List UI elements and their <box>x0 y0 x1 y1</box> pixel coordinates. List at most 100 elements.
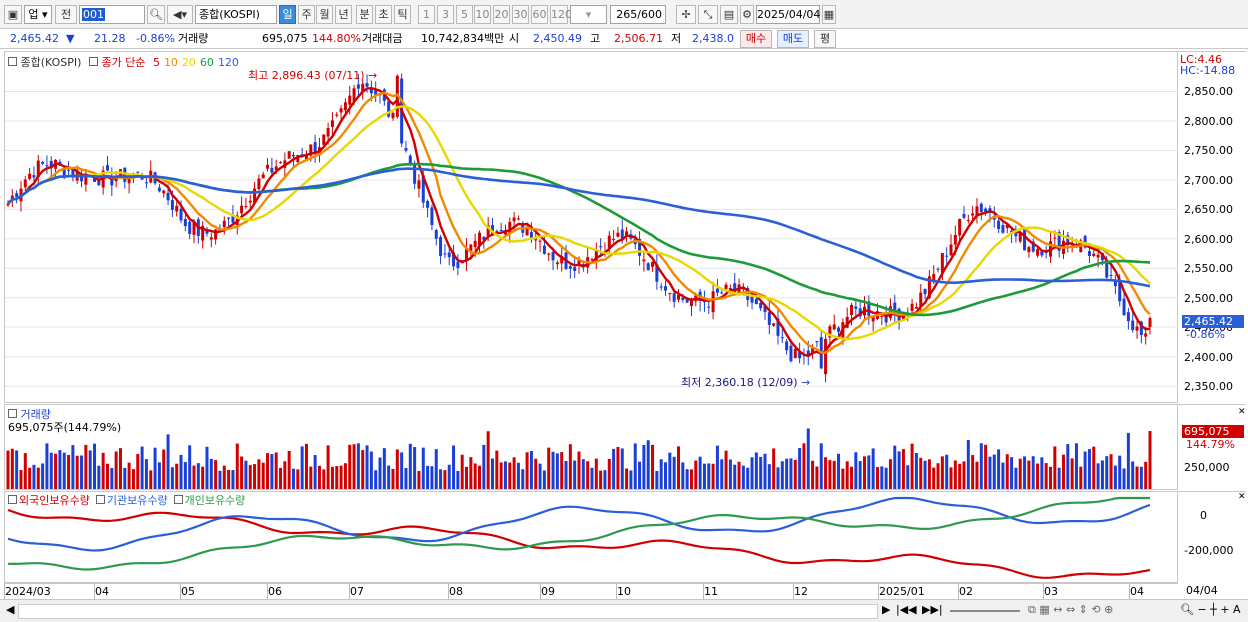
candle-body <box>1031 241 1035 252</box>
candle-body <box>837 327 841 332</box>
candle-body <box>616 232 620 237</box>
interval-button-30[interactable]: 30 <box>512 5 529 24</box>
zoom-icons[interactable]: 🔍︎ − ┼ + A <box>1180 603 1241 616</box>
volume-bar <box>218 470 222 489</box>
eval-button[interactable]: 평 <box>814 30 836 48</box>
candle-body <box>1014 233 1018 237</box>
last-page-icon[interactable]: ▶▶| <box>922 603 943 616</box>
volume-bar <box>529 451 533 489</box>
candle-body <box>949 244 953 256</box>
speaker-icon[interactable]: ◀▾ <box>167 5 193 24</box>
candle-body <box>248 200 252 203</box>
market-type-select[interactable]: 업 ▾ <box>24 5 52 24</box>
candle-body <box>49 160 53 169</box>
first-page-icon[interactable]: |◀◀ <box>896 603 917 616</box>
volume-bar <box>633 443 637 489</box>
zoom-slider[interactable] <box>950 610 1020 612</box>
count-field[interactable]: 265/600 <box>610 5 666 24</box>
interval-button-120[interactable]: 120 <box>550 5 572 24</box>
buy-button[interactable]: 매수 <box>740 30 772 48</box>
search-icon[interactable]: 🔍︎ <box>147 5 165 24</box>
volume-bar <box>157 462 161 489</box>
calendar-icon[interactable]: ▦ <box>822 5 836 24</box>
legend-ma-label: 종가 단순 <box>101 56 146 69</box>
period-tab-1[interactable]: 주 <box>298 5 315 24</box>
layout-icon[interactable]: ▣ <box>4 5 22 24</box>
legend-ma-20: 20 <box>181 56 196 69</box>
view-tools-icon[interactable]: ⧉ ▦ ↔ ⇔ ⇕ ⟲ ⊕ <box>1028 603 1114 616</box>
volume-bar <box>1113 465 1117 489</box>
interval-button-60[interactable]: 60 <box>531 5 548 24</box>
gear-icon[interactable]: ⚙ <box>740 5 754 24</box>
interval-button-5[interactable]: 5 <box>456 5 473 24</box>
time-tick-line <box>180 584 181 599</box>
investor-chart <box>7 496 1151 579</box>
investor-panel[interactable]: 외국인보유수량 기관보유수량 개인보유수량 <box>4 491 1178 583</box>
volume-title-text: 거래량 <box>20 408 51 421</box>
candle-body <box>508 221 512 234</box>
volume-bar <box>352 444 356 489</box>
volume-bar <box>231 470 235 489</box>
candle-body <box>927 276 931 299</box>
candle-body <box>304 155 308 160</box>
candle-body <box>668 293 672 295</box>
zoom-fit-icon[interactable]: ⤡ <box>698 5 718 24</box>
volume-bar <box>1087 449 1091 489</box>
volume-bar <box>681 462 685 489</box>
candle-body <box>430 207 434 225</box>
volume-bar <box>67 454 71 489</box>
candle-body <box>845 316 849 328</box>
sell-button[interactable]: 매도 <box>777 30 809 48</box>
period-tab-3[interactable]: 년 <box>335 5 352 24</box>
investor-legend: 외국인보유수량 기관보유수량 개인보유수량 <box>8 492 245 508</box>
interval-input[interactable]: ▾ <box>570 5 607 24</box>
candle-body <box>828 326 832 338</box>
candle-body <box>456 261 460 268</box>
volume-bar <box>93 443 97 489</box>
date-field[interactable]: 2025/04/04 <box>756 5 820 24</box>
code-input[interactable]: 001 <box>79 5 145 24</box>
candle-body <box>1018 233 1022 242</box>
legend-ma-5: 5 <box>152 56 160 69</box>
volume-bar <box>248 465 252 489</box>
time-label: 2025/01 <box>879 585 925 598</box>
period-tab-4[interactable]: 분 <box>356 5 373 24</box>
close-icon[interactable]: ✕ <box>1238 407 1246 417</box>
candle-body <box>356 84 360 89</box>
candle-body <box>175 205 179 212</box>
save-icon[interactable]: ▤ <box>720 5 738 24</box>
candle-body <box>581 263 585 266</box>
scroll-left-icon[interactable]: ◀ <box>6 603 15 616</box>
interval-button-10[interactable]: 10 <box>474 5 491 24</box>
close-icon[interactable]: ✕ <box>1238 492 1246 502</box>
volume-bar <box>1144 461 1148 489</box>
chart-tools-icon[interactable]: ✢ <box>676 5 696 24</box>
horizontal-scrollbar[interactable] <box>18 604 878 619</box>
scroll-right-icon[interactable]: ▶ <box>882 603 891 616</box>
interval-button-1[interactable]: 1 <box>418 5 435 24</box>
volume-bar <box>270 454 274 489</box>
volume-bar <box>279 467 283 489</box>
period-tab-5[interactable]: 초 <box>375 5 392 24</box>
candle-body <box>971 213 975 216</box>
volume-bar <box>127 462 131 489</box>
interval-button-20[interactable]: 20 <box>493 5 510 24</box>
time-tick-line <box>793 584 794 599</box>
candle-body <box>15 193 19 197</box>
volume-bar <box>84 444 88 489</box>
volume-bar <box>971 455 975 489</box>
volume-current-pct: 144.79% <box>1186 438 1235 451</box>
prev-button[interactable]: 전 <box>55 5 77 24</box>
interval-button-3[interactable]: 3 <box>437 5 454 24</box>
price-panel[interactable]: 종합(KOSPI) 종가 단순 5 10 20 60 120 최고 2,896.43 (… <box>4 51 1178 403</box>
volume-bar <box>235 443 239 489</box>
volume-bar <box>140 446 144 489</box>
period-tab-0[interactable]: 일 <box>279 5 296 24</box>
period-tab-6[interactable]: 틱 <box>394 5 411 24</box>
candle-body <box>23 179 27 188</box>
period-tab-2[interactable]: 월 <box>316 5 333 24</box>
time-tick-line <box>703 584 704 599</box>
volume-bar <box>741 465 745 489</box>
candle-body <box>1148 318 1152 327</box>
volume-panel[interactable]: 거래량 695,075주(144.79%) <box>4 404 1178 490</box>
